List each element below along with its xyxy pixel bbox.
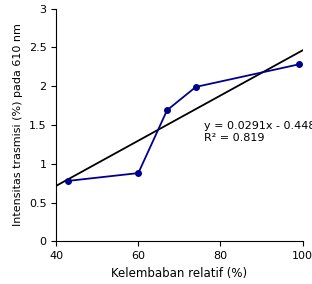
Text: y = 0.0291x - 0.4484
R² = 0.819: y = 0.0291x - 0.4484 R² = 0.819 [204, 121, 312, 143]
Y-axis label: Intensitas trasmisi (%) pada 610 nm: Intensitas trasmisi (%) pada 610 nm [13, 24, 23, 226]
X-axis label: Kelembaban relatif (%): Kelembaban relatif (%) [111, 267, 247, 280]
